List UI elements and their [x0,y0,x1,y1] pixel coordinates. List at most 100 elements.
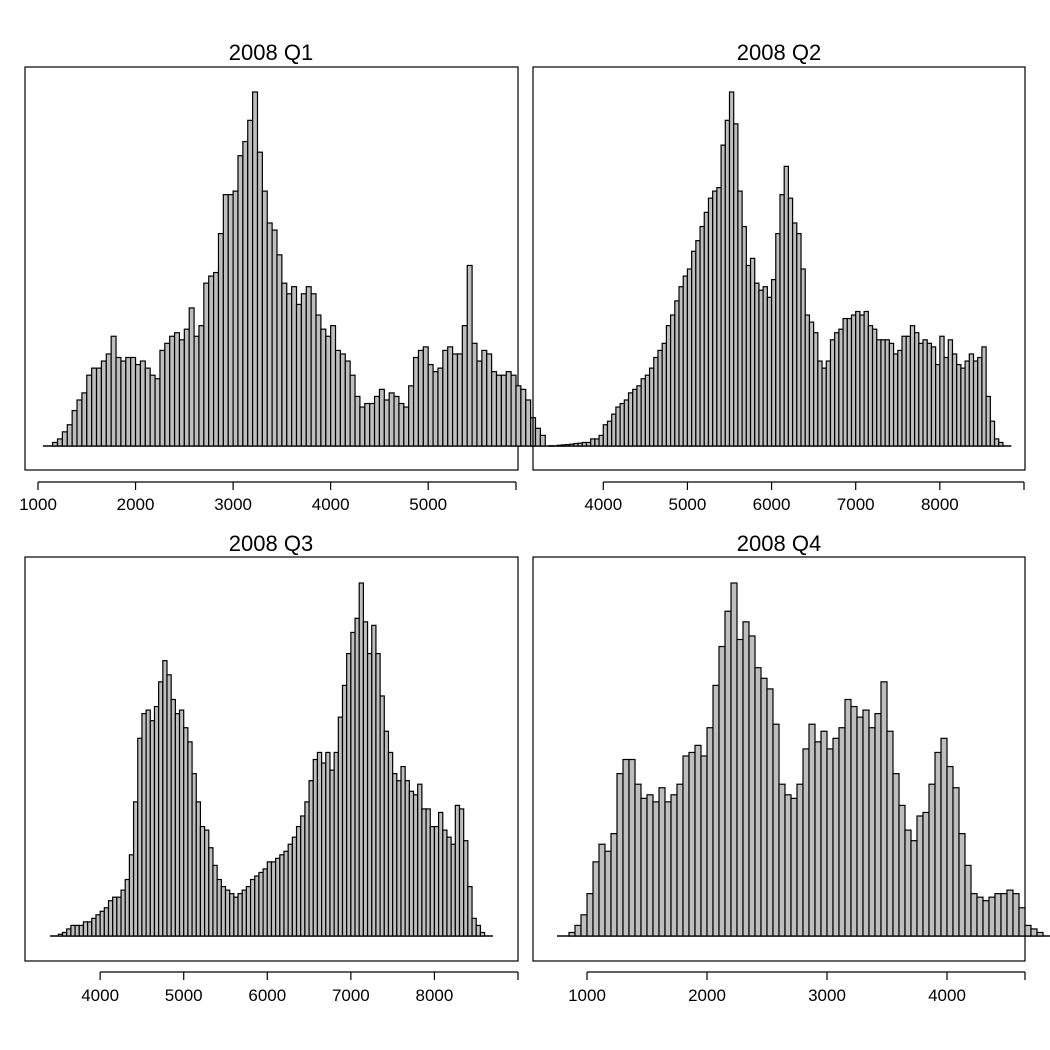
histogram-bar [427,363,434,447]
histogram-bar [91,917,97,937]
histogram-bar [577,442,583,447]
histogram-bar [568,931,576,937]
histogram-bar [611,413,617,447]
histogram-bar [960,367,966,447]
x-tick-label: 2000 [688,986,726,1005]
histogram-bar [164,342,171,447]
histogram-bar [669,314,676,447]
histogram-bar [271,229,278,447]
histogram-bar [758,289,764,447]
histogram-bar [564,443,571,447]
histogram-bar [825,360,832,447]
histogram-bar [665,325,672,447]
histogram-bar [344,360,351,447]
histogram-bar [495,374,502,447]
histogram-bar [886,730,894,937]
histogram-bar [52,441,59,447]
histogram-bar [149,720,156,937]
histogram-bar [728,91,735,447]
histogram-bar [379,695,385,937]
histogram-bar [61,931,68,937]
histogram-bar [947,339,954,447]
histogram-bar [539,434,546,447]
histogram-bar [754,667,762,937]
histogram-bar [855,310,861,447]
histogram-bar [276,254,283,447]
histogram-bar [275,857,281,937]
histogram-bar [720,144,726,447]
histogram-bar [237,155,244,447]
histogram-bar [796,233,802,447]
histogram-bar [358,582,364,937]
histogram-bar [139,360,146,447]
histogram-bar [232,190,239,447]
histogram-bar [994,893,1002,937]
histogram-bar [224,889,231,937]
histogram-bar [315,314,322,447]
histogram-bar [481,349,488,447]
histogram-bar [985,395,991,447]
histogram-bar [412,356,420,447]
histogram-bar [70,924,76,937]
histogram-bar [826,748,834,937]
histogram-bar [82,921,89,937]
histogram-bar [766,688,774,937]
panel-title: 2008 Q3 [229,531,313,556]
histogram-bar [78,924,85,937]
histogram-bar [1018,907,1026,937]
histogram-bar [590,438,596,447]
histogram-bar [295,303,302,447]
histogram-bar [170,698,176,937]
histogram-bar [856,716,864,937]
histogram-bar [408,790,415,937]
histogram-bar [266,861,273,937]
histogram-bar [144,367,151,447]
histogram-bar [850,314,857,447]
histogram-bar [286,293,293,447]
histogram-bar [598,843,606,937]
histogram-bar [842,317,848,447]
histogram-bar [300,293,307,447]
histogram-bar [95,367,103,447]
histogram-bar [930,346,937,447]
histogram-bar [396,780,402,937]
histogram-bar [404,780,410,937]
histogram-bar [305,286,312,447]
histogram-bar [304,801,310,937]
histogram-bar [569,443,575,447]
histogram-bar [736,638,744,937]
histogram-bar [291,286,298,447]
histogram-bar [867,325,874,447]
x-tick-label: 8000 [416,986,454,1005]
histogram-bar [433,825,440,937]
histogram-bar [1000,893,1008,937]
histogram-bar [632,388,638,447]
histogram-bar [74,924,80,937]
histogram-bar [918,342,924,447]
x-tick-label: 7000 [837,495,875,514]
histogram-bar [174,713,181,937]
histogram-bar [145,709,151,937]
x-tick-label: 2000 [117,495,155,514]
histogram-bar [130,356,137,447]
histogram-bar [91,367,98,447]
panel-2: 2008 Q2 4000 5000 6000 7000 8000 [532,40,1026,514]
histogram-bar [838,727,846,937]
histogram-bar [149,374,156,447]
histogram-bar [636,385,642,447]
histogram-bar [450,843,456,937]
histogram-bar [964,864,972,937]
histogram-bar [640,378,646,447]
histogram-bar [446,836,452,937]
histogram-bar [800,268,806,447]
histogram-bar [364,402,371,447]
histogram-bar [964,360,970,447]
histogram-bar [779,194,785,447]
histogram-bar [66,424,73,447]
histogram-bar [832,737,840,937]
histogram-bar [169,335,176,447]
histogram-bar [664,801,672,937]
histogram-bar [270,861,277,937]
histogram-bar [330,325,337,447]
histogram-bar [560,444,567,447]
